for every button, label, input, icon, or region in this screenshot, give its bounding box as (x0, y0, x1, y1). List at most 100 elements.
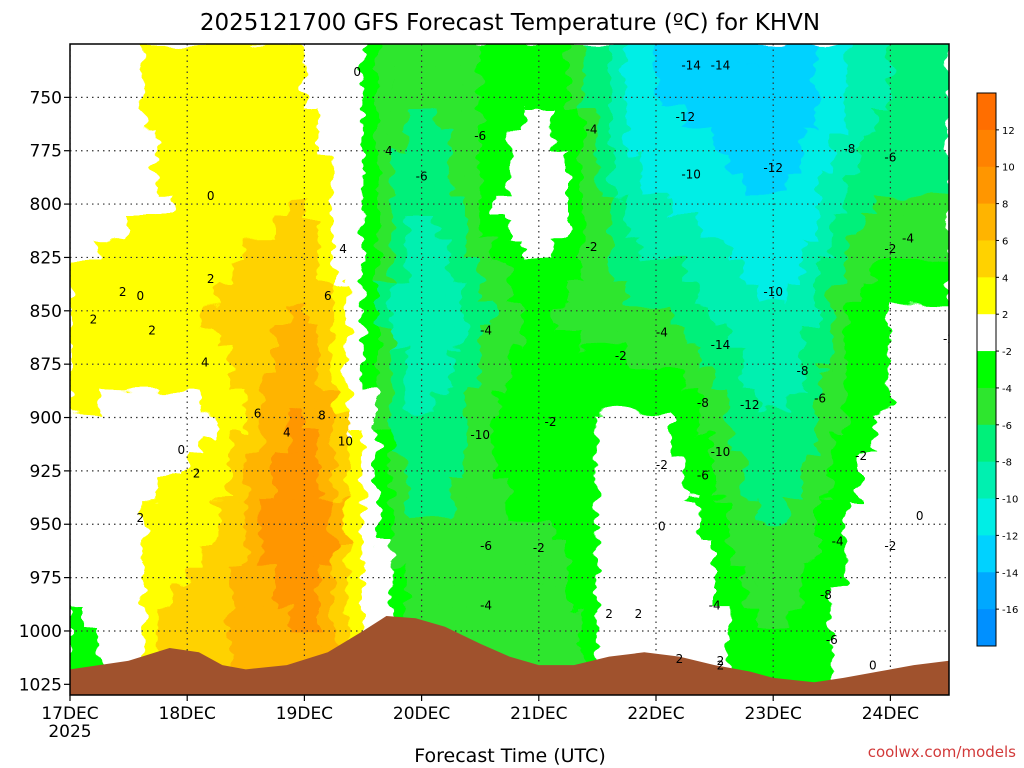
field-cell (435, 130, 452, 154)
field-cell (640, 325, 657, 349)
field-cell (845, 303, 862, 327)
field-cell (215, 108, 232, 132)
field-cell (640, 151, 657, 175)
field-cell (450, 303, 467, 327)
field-cell (772, 390, 789, 414)
contour-label: 0 (916, 509, 924, 523)
field-cell (714, 195, 730, 219)
field-cell (772, 260, 789, 284)
field-cell (523, 130, 540, 154)
field-cell (919, 44, 935, 67)
field-cell (259, 86, 276, 110)
field-cell (245, 607, 262, 631)
field-cell (889, 282, 906, 305)
field-cell (421, 238, 437, 262)
field-cell (450, 455, 467, 479)
field-cell (215, 499, 232, 522)
field-cell (464, 151, 481, 175)
field-cell (201, 607, 218, 631)
field-cell (333, 347, 349, 371)
field-cell (142, 130, 159, 154)
field-cell (362, 368, 379, 392)
field-cell (274, 542, 291, 566)
field-cell (860, 195, 877, 219)
contour-label: 2 (635, 607, 643, 621)
field-cell (70, 607, 86, 631)
field-cell (70, 108, 86, 132)
field-cell (70, 434, 86, 457)
field-cell (464, 44, 481, 67)
field-cell (596, 368, 613, 392)
field-cell (186, 607, 203, 631)
y-tick-label: 850 (30, 302, 62, 322)
field-cell (128, 108, 144, 132)
colorbar-swatch (977, 424, 996, 463)
field-cell (128, 325, 144, 349)
field-cell (494, 368, 511, 392)
field-cell (538, 65, 555, 88)
field-cell (259, 65, 276, 88)
field-cell (479, 65, 496, 88)
field-cell (289, 65, 305, 88)
field-cell (699, 108, 716, 132)
field-cell (406, 520, 423, 544)
field-cell (757, 651, 774, 674)
field-cell (611, 130, 628, 154)
field-cell (230, 238, 247, 262)
field-cell (186, 282, 203, 305)
field-cell (801, 477, 818, 501)
field-cell (772, 499, 789, 522)
field-cell (772, 651, 789, 674)
field-cell (875, 564, 891, 588)
field-cell (450, 607, 467, 631)
field-cell (230, 65, 247, 88)
field-cell (245, 238, 262, 262)
field-cell (889, 44, 906, 67)
field-cell (611, 65, 628, 88)
field-cell (889, 434, 906, 457)
field-cell (201, 238, 218, 262)
field-cell (728, 195, 745, 219)
field-cell (113, 477, 130, 501)
field-cell (787, 108, 804, 132)
field-cell (567, 585, 584, 609)
field-cell (171, 564, 188, 588)
field-cell (201, 477, 218, 501)
field-cell (450, 195, 467, 219)
field-cell (245, 368, 262, 392)
field-cell (757, 151, 774, 175)
field-cell (728, 520, 745, 544)
field-cell (919, 303, 935, 327)
field-cell (113, 44, 130, 67)
field-cell (70, 390, 86, 414)
field-cell (245, 130, 262, 154)
field-cell (684, 325, 701, 349)
field-cell (655, 108, 672, 132)
field-cell (450, 390, 467, 414)
field-cell (596, 260, 613, 284)
field-cell (801, 629, 818, 653)
field-cell (362, 173, 379, 197)
field-cell (582, 130, 598, 154)
field-cell (84, 347, 100, 371)
field-cell (450, 217, 467, 240)
field-cell (391, 520, 408, 544)
field-cell (655, 282, 672, 305)
field-cell (142, 499, 159, 522)
field-cell (582, 195, 598, 219)
field-cell (479, 195, 496, 219)
field-cell (596, 412, 613, 436)
field-cell (186, 303, 203, 327)
field-cell (596, 65, 613, 88)
field-cell (230, 390, 247, 414)
field-cell (699, 195, 716, 219)
field-cell (98, 368, 115, 392)
field-cell (318, 151, 335, 175)
contour-label: 10 (338, 434, 353, 448)
field-cell (743, 108, 760, 132)
field-cell (582, 238, 598, 262)
field-cell (333, 44, 349, 67)
field-cell (421, 325, 437, 349)
field-cell (728, 86, 745, 110)
field-cell (801, 520, 818, 544)
